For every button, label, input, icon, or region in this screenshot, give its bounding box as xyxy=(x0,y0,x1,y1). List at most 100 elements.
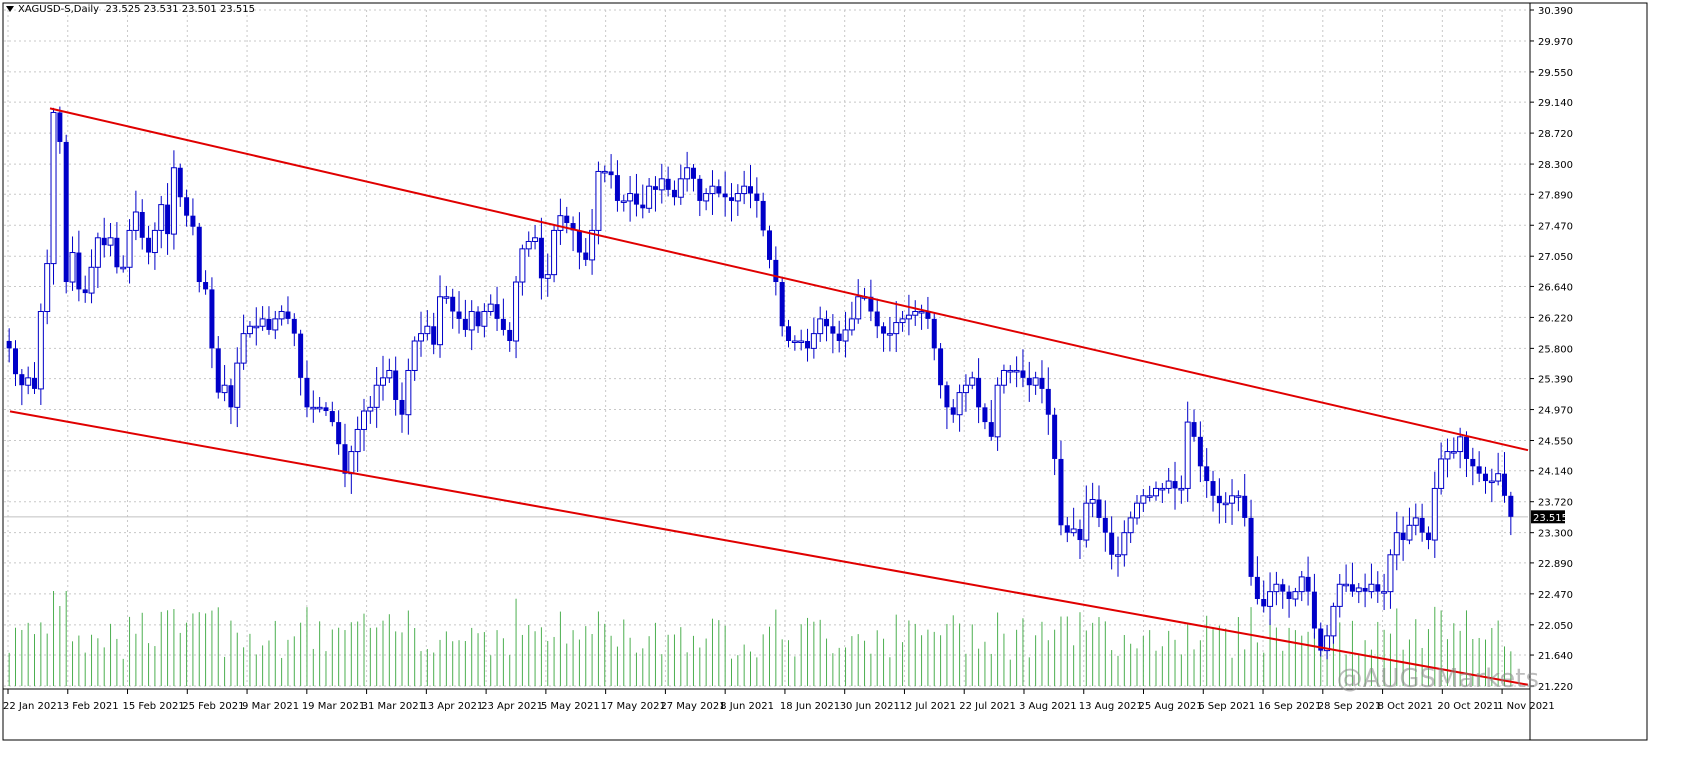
y-tick-label: 23.300 xyxy=(1538,529,1573,540)
candle-body-up xyxy=(380,377,386,386)
y-tick-label: 26.220 xyxy=(1538,313,1573,324)
candle-body-down xyxy=(925,311,931,319)
candle-body-up xyxy=(962,384,969,394)
candle-body-up xyxy=(1070,528,1077,534)
x-tick-label: 19 Mar 2021 xyxy=(302,701,365,712)
candle-body-down xyxy=(1463,436,1469,459)
x-tick-label: 30 Jun 2021 xyxy=(840,701,900,712)
candle-body-down xyxy=(773,259,779,283)
candle-body-down xyxy=(1261,599,1267,607)
candle-body-up xyxy=(1000,369,1007,386)
x-tick-label: 25 Feb 2021 xyxy=(182,701,244,712)
candle-body-down xyxy=(1172,481,1178,489)
current-price-tag: 23.515 xyxy=(1531,510,1568,524)
x-tick-label: 15 Feb 2021 xyxy=(123,701,185,712)
candle-body-down xyxy=(1248,517,1254,577)
candle-body-down xyxy=(19,374,25,386)
candle-body-up xyxy=(25,377,32,386)
y-tick-label: 27.470 xyxy=(1538,221,1573,232)
candle-body-down xyxy=(196,226,202,283)
candle-body-up xyxy=(969,377,976,386)
y-tick-label: 28.300 xyxy=(1538,160,1573,171)
candle-body-down xyxy=(1191,422,1197,437)
candle-body-up xyxy=(354,428,361,453)
candle-body-up xyxy=(899,318,906,324)
candle-body-up xyxy=(620,200,627,203)
candle-body-down xyxy=(1045,388,1051,415)
candle-body-down xyxy=(976,377,982,408)
candle-body-up xyxy=(481,311,488,327)
trendline xyxy=(49,107,1529,452)
candle-body-down xyxy=(13,348,19,375)
candle-body-down xyxy=(1026,377,1032,386)
candle-body-up xyxy=(1431,487,1438,541)
candle-body-up xyxy=(905,314,912,320)
candle-body-down xyxy=(342,444,348,474)
candle-body-up xyxy=(120,266,127,270)
candle-body-up xyxy=(132,211,139,231)
candle-body-up xyxy=(519,248,526,283)
candle-body-up xyxy=(272,318,279,331)
candle-body-up xyxy=(741,185,748,195)
candle-body-down xyxy=(228,385,234,408)
candle-body-down xyxy=(830,326,836,334)
candle-body-up xyxy=(405,369,412,416)
x-tick-label: 16 Sep 2021 xyxy=(1258,701,1321,712)
candle-body-down xyxy=(652,186,658,190)
candle-body-up xyxy=(443,296,450,299)
collapse-triangle-icon[interactable] xyxy=(6,6,14,12)
candle-body-up xyxy=(1438,458,1445,489)
candle-body-down xyxy=(1425,532,1431,541)
y-tick-label: 27.890 xyxy=(1538,190,1573,201)
x-tick-label: 25 Aug 2021 xyxy=(1139,701,1203,712)
candle-body-down xyxy=(836,333,842,341)
candle-body-down xyxy=(462,318,468,330)
candle-body-down xyxy=(304,377,310,408)
y-tick-label: 24.140 xyxy=(1538,467,1573,478)
candle-body-down xyxy=(1318,628,1324,651)
candle-body-down xyxy=(450,296,456,312)
y-tick-label: 30.390 xyxy=(1538,6,1573,17)
candles xyxy=(6,106,1514,660)
candle-body-up xyxy=(1222,502,1229,506)
candle-body-down xyxy=(1096,499,1102,518)
candle-body-down xyxy=(747,186,753,194)
candle-body-down xyxy=(1305,576,1311,592)
candle-body-up xyxy=(798,340,805,343)
candle-body-down xyxy=(633,193,639,205)
x-tick-label: 20 Oct 2021 xyxy=(1437,701,1499,712)
candle-body-down xyxy=(323,407,329,412)
candle-body-down xyxy=(931,318,937,349)
candle-body-down xyxy=(57,112,63,142)
candle-body-up xyxy=(601,170,608,174)
y-tick-label: 24.550 xyxy=(1538,437,1573,448)
candle-body-up xyxy=(1412,517,1419,526)
candle-body-up xyxy=(1153,487,1160,497)
candle-body-up xyxy=(1343,583,1350,587)
candle-body-down xyxy=(576,230,582,253)
candle-body-up xyxy=(1336,583,1343,607)
candle-body-up xyxy=(1292,591,1299,600)
trendline xyxy=(9,410,1529,686)
candle-body-down xyxy=(1242,495,1248,518)
candle-body-up xyxy=(1393,532,1400,556)
y-tick-label: 29.550 xyxy=(1538,68,1573,79)
candle-body-down xyxy=(266,318,272,330)
candle-body-down xyxy=(640,204,646,209)
candle-body-up xyxy=(595,170,602,231)
candle-body-down xyxy=(716,186,722,194)
x-tick-label: 23 Apr 2021 xyxy=(481,701,543,712)
candle-body-down xyxy=(494,304,500,319)
candle-body-down xyxy=(881,326,887,334)
candle-body-down xyxy=(1204,466,1210,482)
candle-body-down xyxy=(114,237,120,268)
candle-body-down xyxy=(1058,458,1064,526)
candle-body-up xyxy=(551,229,558,276)
y-tick-label: 24.970 xyxy=(1538,406,1573,417)
candle-body-down xyxy=(329,411,335,423)
candle-body-up xyxy=(1330,605,1337,637)
y-tick-label: 29.970 xyxy=(1538,37,1573,48)
